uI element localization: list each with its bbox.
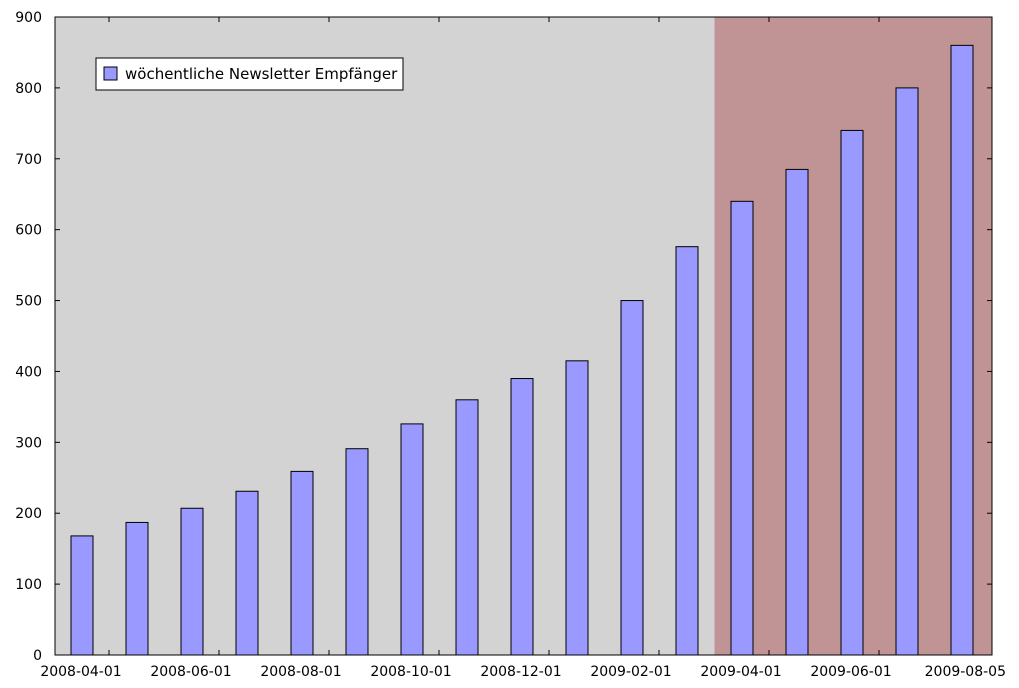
- bar: [455, 399, 479, 656]
- y-tick-label: 800: [15, 81, 42, 97]
- x-tick-label: 2009-08-05: [925, 664, 1006, 680]
- x-tick-label: 2008-04-01: [40, 664, 121, 680]
- y-tick-label: 0: [33, 648, 42, 664]
- bar: [895, 87, 919, 656]
- x-tick-label: 2009-06-01: [810, 664, 891, 680]
- y-tick-label: 500: [15, 294, 42, 310]
- legend-box: [95, 57, 404, 91]
- bar: [785, 168, 809, 656]
- y-tick-label: 100: [15, 577, 42, 593]
- x-tick-label: 2008-08-01: [260, 664, 341, 680]
- bar: [620, 300, 644, 656]
- bar: [290, 470, 314, 656]
- y-tick-label: 200: [15, 506, 42, 522]
- bar: [510, 378, 534, 656]
- bar: [70, 535, 94, 656]
- x-tick-label: 2008-12-01: [480, 664, 561, 680]
- bars: [70, 44, 974, 656]
- x-tick-label: 2009-04-01: [700, 664, 781, 680]
- bar: [840, 129, 864, 656]
- bar: [125, 521, 149, 656]
- bar: [565, 360, 589, 656]
- bar: [345, 448, 369, 656]
- bar: [180, 507, 204, 656]
- y-axis: 0 100 200 300 400 500 600 700 800 900: [15, 10, 992, 664]
- x-tick-label: 2008-10-01: [370, 664, 451, 680]
- plot-frame: [54, 16, 993, 656]
- x-tick-label: 2008-06-01: [150, 664, 231, 680]
- x-axis: 2008-04-01 2008-06-01 2008-08-01 2008-10-01…: [40, 17, 1006, 680]
- bar: [675, 246, 699, 656]
- bar: [400, 423, 424, 656]
- x-tick-label: 2009-02-01: [590, 664, 671, 680]
- y-tick-label: 700: [15, 152, 42, 168]
- y-tick-label: 300: [15, 435, 42, 451]
- bar: [950, 44, 974, 656]
- legend: wöchentliche Newsletter Empfänger: [95, 57, 404, 91]
- y-tick-label: 600: [15, 223, 42, 239]
- shaded-region-1: [55, 17, 715, 655]
- legend-label: wöchentliche Newsletter Empfänger: [125, 65, 398, 83]
- y-tick-label: 400: [15, 364, 42, 380]
- bar: [235, 490, 259, 656]
- bar: [730, 200, 754, 656]
- y-tick-label: 900: [15, 10, 42, 26]
- legend-swatch: [103, 66, 118, 81]
